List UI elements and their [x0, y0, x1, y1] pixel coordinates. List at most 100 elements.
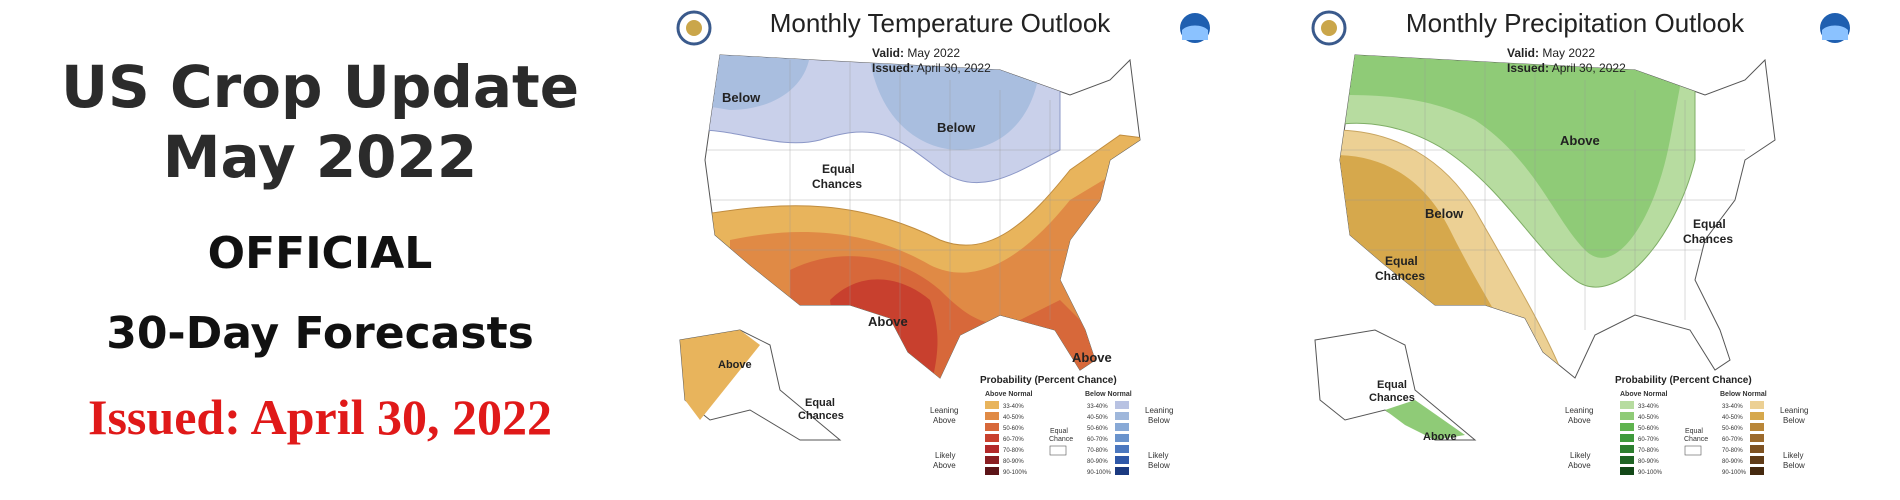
- legend-equal-swatch: [1049, 445, 1067, 456]
- legend-below-swatch: [1750, 412, 1764, 420]
- legend-likely-below-1: Likely: [1783, 451, 1803, 460]
- legend-below-swatch: [1115, 401, 1129, 409]
- precip-label-above-north: Above: [1560, 133, 1600, 148]
- legend-likely-below-2: Below: [1148, 461, 1170, 470]
- legend-below-header: Below Normal: [1720, 391, 1767, 398]
- subtitle-official: OFFICIAL: [207, 228, 433, 279]
- alaska-outline: [1314, 329, 1477, 441]
- temp-legend: Probability (Percent Chance) Above Norma…: [930, 375, 1173, 476]
- precip-label-equal-alaska: Equal: [1377, 379, 1407, 391]
- legend-below-header: Below Normal: [1085, 391, 1132, 398]
- precip-label-equal-east: Equal: [1693, 217, 1726, 231]
- legend-above-range: 60-70%: [1638, 437, 1659, 443]
- legend-likely-above-1: Likely: [1570, 451, 1590, 460]
- legend-below-range: 70-80%: [1722, 448, 1743, 454]
- legend-below-swatch: [1750, 401, 1764, 409]
- legend-above-range: 90-100%: [1638, 470, 1663, 476]
- legend-above-range: 90-100%: [1003, 470, 1028, 476]
- legend-below-range: 80-90%: [1087, 459, 1108, 465]
- title-line-1: US Crop Update: [60, 53, 580, 121]
- issued-date: Issued: April 30, 2022: [88, 389, 552, 445]
- valid-value: May 2022: [1542, 46, 1596, 60]
- legend-equal-1: Equal: [1685, 428, 1703, 435]
- legend-above-swatch: [1620, 434, 1634, 442]
- legend-leaning-below-2: Below: [1783, 416, 1805, 425]
- temp-below-core-west: [705, 55, 810, 110]
- valid-value: May 2022: [907, 46, 961, 60]
- legend-likely-below-2: Below: [1783, 461, 1805, 470]
- legend-above-range: 33-40%: [1003, 404, 1024, 410]
- issued-label: Issued:: [872, 61, 915, 75]
- legend-above-range: 70-80%: [1638, 448, 1659, 454]
- legend-above-swatch: [1620, 423, 1634, 431]
- legend-below-swatch: [1750, 445, 1764, 453]
- legend-equal-2: Chance: [1049, 436, 1073, 443]
- legend-leaning-above-2: Above: [1568, 416, 1591, 425]
- legend-below-swatch: [1115, 412, 1129, 420]
- legend-below-range: 60-70%: [1087, 437, 1108, 443]
- issued-label: Issued:: [1507, 61, 1550, 75]
- temp-label-equal: Equal: [822, 162, 855, 176]
- temp-label-chances: Chances: [812, 177, 862, 191]
- legend-likely-above-2: Above: [933, 461, 956, 470]
- alaska-precip-above: [1385, 400, 1465, 440]
- legend-below-swatch: [1115, 445, 1129, 453]
- precipitation-valid: Valid: May 2022 Issued: April 30, 2022: [1507, 46, 1626, 76]
- legend-above-swatch: [985, 456, 999, 464]
- legend-above-header: Above Normal: [985, 391, 1033, 398]
- legend-above-swatch: [1620, 445, 1634, 453]
- temperature-outlook-panel: Below Below Equal Chances Above Above Ab…: [640, 0, 1260, 500]
- legend-below-swatch: [1115, 456, 1129, 464]
- temp-label-below-west: Below: [722, 90, 761, 105]
- legend-below-range: 50-60%: [1722, 426, 1743, 432]
- precip-legend: Probability (Percent Chance) Above Norma…: [1565, 375, 1808, 476]
- legend-below-range: 50-60%: [1087, 426, 1108, 432]
- issued-value: April 30, 2022: [1551, 61, 1626, 75]
- precipitation-outlook-panel: Above Below Equal Chances Equal Chances …: [1275, 0, 1895, 500]
- legend-below-swatch: [1750, 456, 1764, 464]
- legend-above-range: 40-50%: [1638, 415, 1659, 421]
- legend-below-swatch: [1115, 423, 1129, 431]
- precip-label-below-west: Below: [1425, 206, 1464, 221]
- legend-below-range: 90-100%: [1722, 470, 1747, 476]
- title-block: US Crop Update May 2022 OFFICIAL 30-Day …: [0, 0, 620, 500]
- legend-equal-swatch: [1684, 445, 1702, 456]
- temperature-title: Monthly Temperature Outlook: [769, 8, 1111, 38]
- legend-above-swatch: [985, 401, 999, 409]
- precipitation-map: Above Below Equal Chances Equal Chances …: [1311, 10, 1850, 476]
- state-lines: [705, 60, 1110, 340]
- legend-below-swatch: [1750, 467, 1764, 475]
- legend-equal-1: Equal: [1050, 428, 1068, 435]
- valid-label: Valid:: [1507, 46, 1540, 60]
- legend-below-swatch: [1750, 434, 1764, 442]
- alaska-temp-above: [680, 330, 760, 420]
- temp-legend-rows: 33-40% 33-40% 40-50% 40-50% 50-60% 50-60% 60-7…: [985, 401, 1129, 476]
- temperature-valid: Valid: May 2022 Issued: April 30, 2022: [872, 46, 991, 76]
- legend-below-range: 40-50%: [1722, 415, 1743, 421]
- legend-leaning-above-1: Leaning: [930, 406, 958, 415]
- temp-below-core-north: [870, 60, 1040, 150]
- legend-below-swatch: [1115, 434, 1129, 442]
- legend-leaning-below-1: Leaning: [1780, 406, 1808, 415]
- legend-above-range: 40-50%: [1003, 415, 1024, 421]
- legend-above-range: 80-90%: [1003, 459, 1024, 465]
- state-lines: [1340, 60, 1745, 340]
- legend-above-range: 80-90%: [1638, 459, 1659, 465]
- legend-likely-above-2: Above: [1568, 461, 1591, 470]
- legend-likely-below-1: Likely: [1148, 451, 1168, 460]
- legend-below-range: 33-40%: [1087, 404, 1108, 410]
- precip-label-chances-alaska: Chances: [1369, 392, 1415, 404]
- legend-above-range: 50-60%: [1003, 426, 1024, 432]
- legend-above-range: 33-40%: [1638, 404, 1659, 410]
- precip-label-equal-west: Equal: [1385, 254, 1418, 268]
- temp-label-below-north: Below: [937, 120, 976, 135]
- legend-leaning-above-2: Above: [933, 416, 956, 425]
- precip-label-chances-east: Chances: [1683, 232, 1733, 246]
- legend-above-swatch: [985, 445, 999, 453]
- legend-below-range: 60-70%: [1722, 437, 1743, 443]
- precip-label-chances-west: Chances: [1375, 269, 1425, 283]
- issued-value: April 30, 2022: [916, 61, 991, 75]
- legend-below-swatch: [1115, 467, 1129, 475]
- legend-above-swatch: [985, 467, 999, 475]
- legend-leaning-above-1: Leaning: [1565, 406, 1593, 415]
